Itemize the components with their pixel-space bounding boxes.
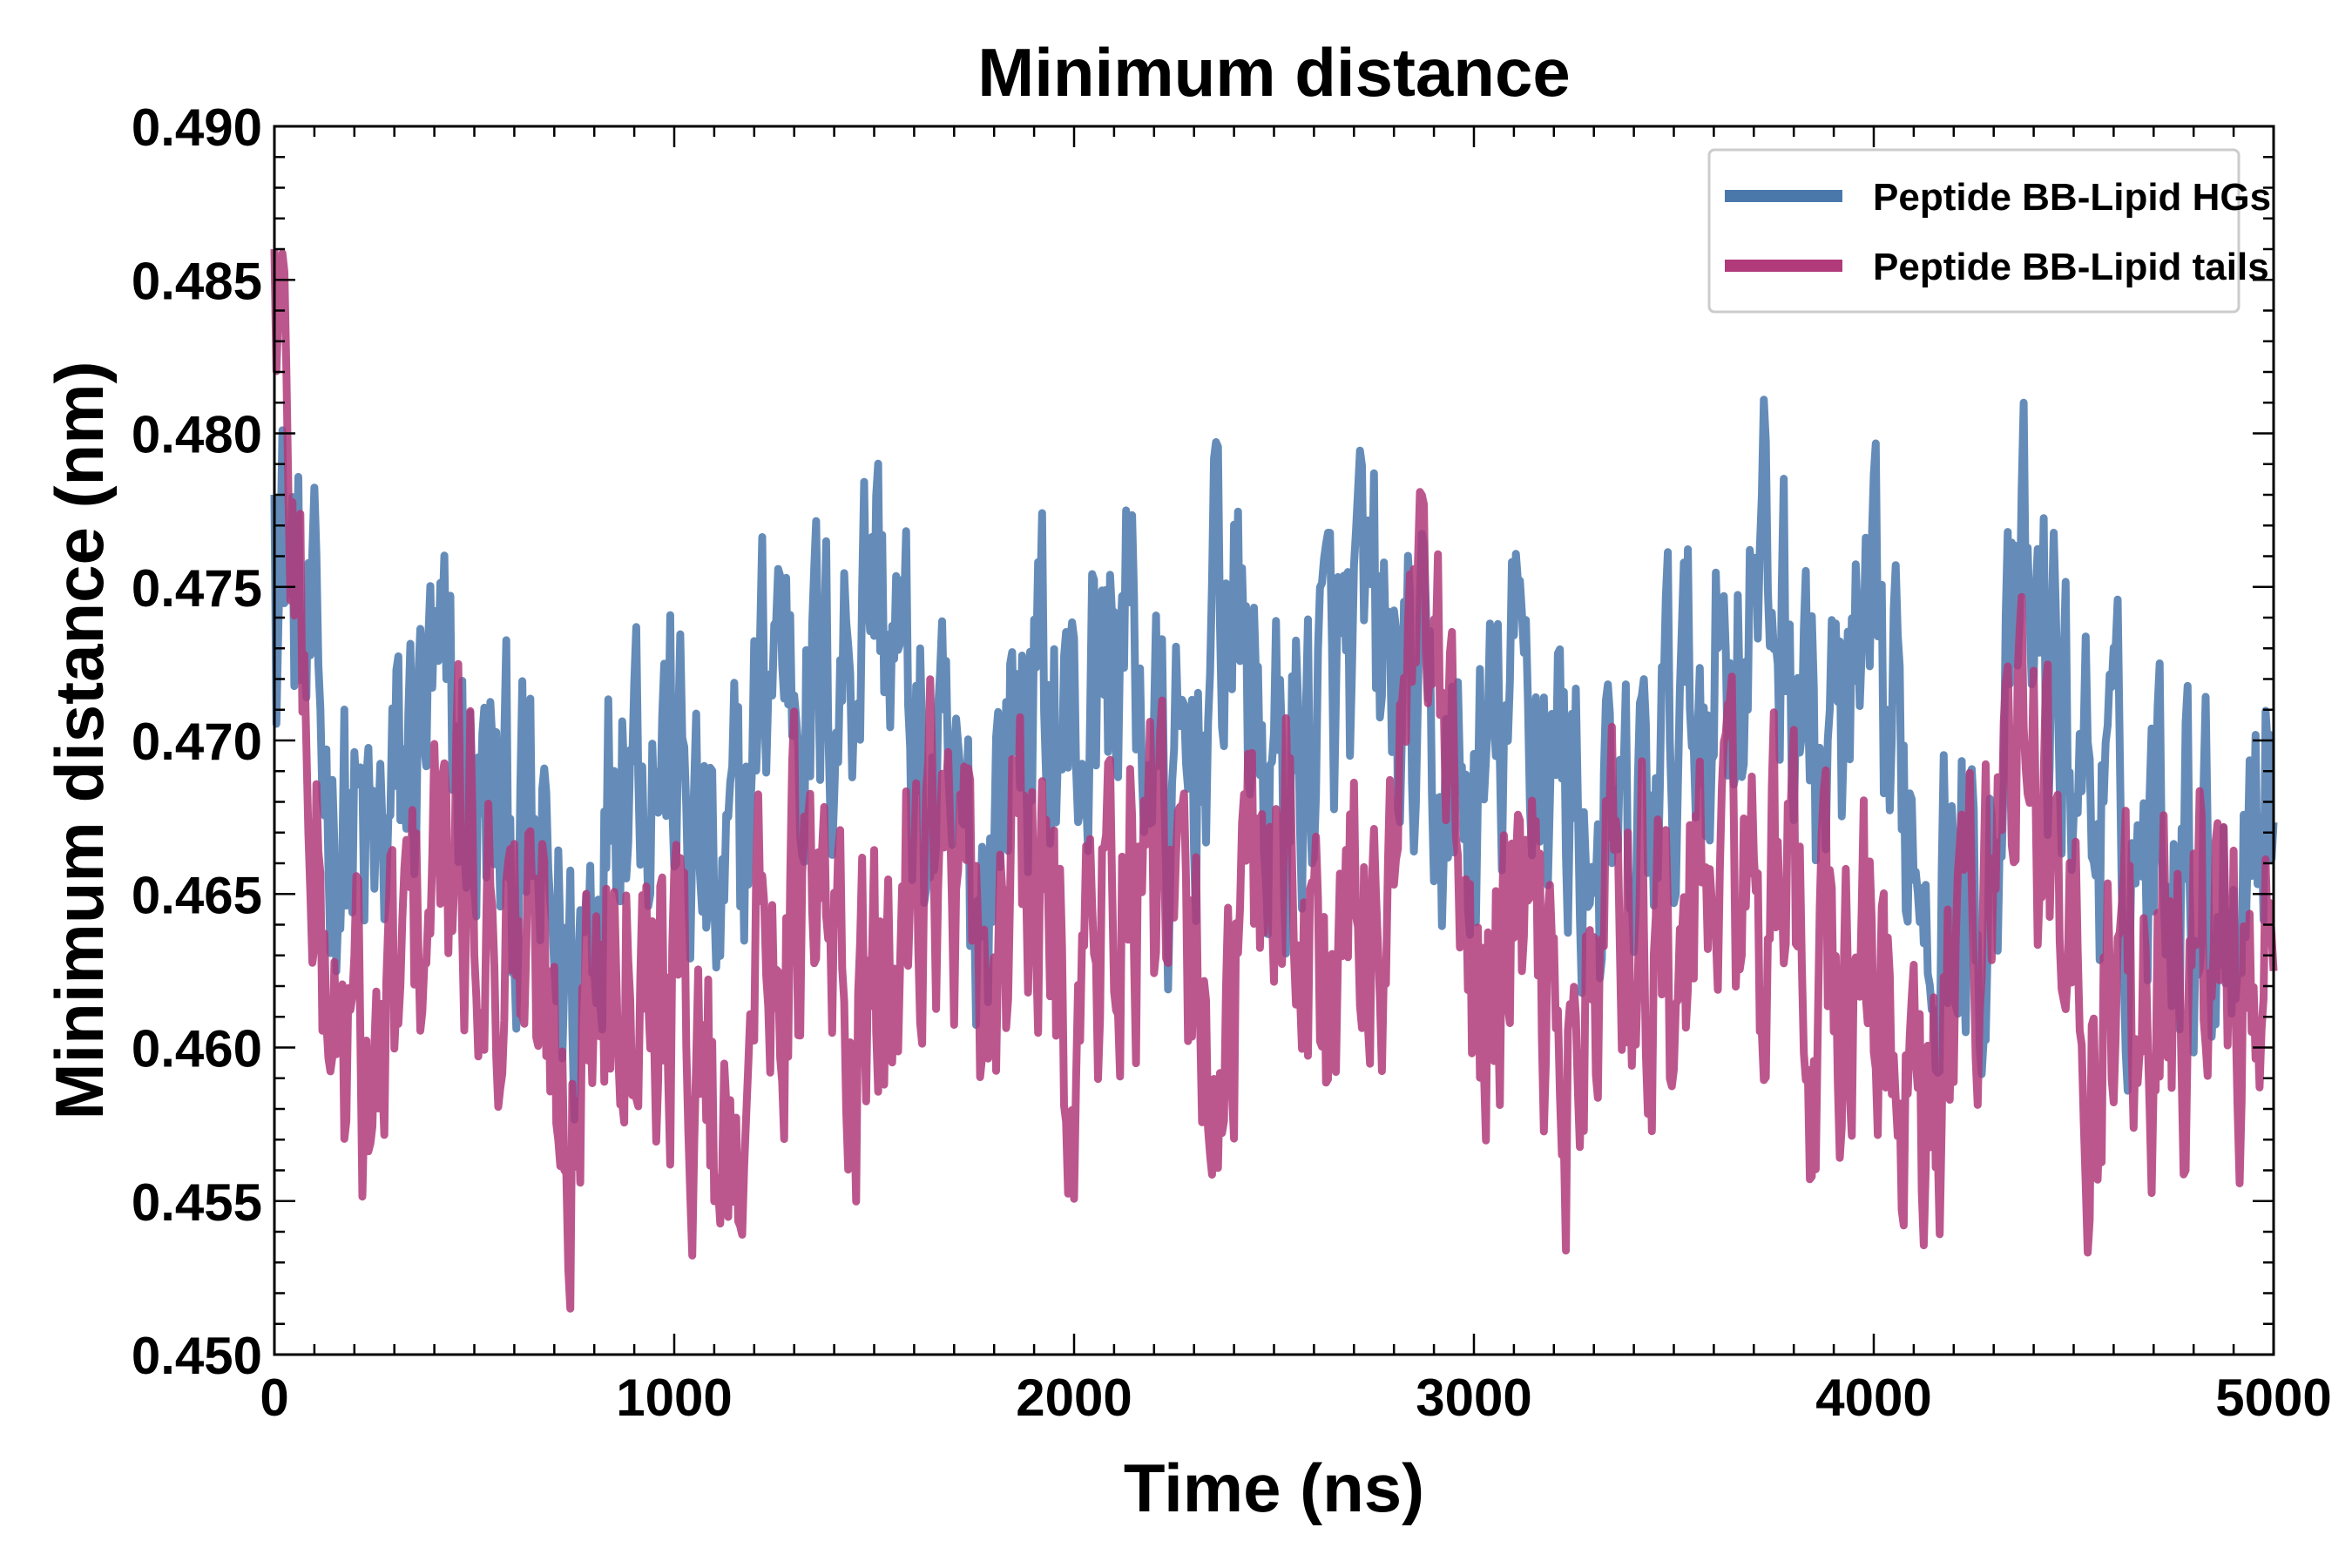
- series-layer: [270, 248, 2278, 1313]
- y-tick-label: 0.490: [132, 98, 262, 157]
- y-axis-label: Minimum distance (nm): [41, 361, 118, 1119]
- x-axis-label: Time (ns): [1124, 1450, 1424, 1526]
- legend: Peptide BB-Lipid HGs Peptide BB-Lipid ta…: [1707, 148, 2271, 314]
- y-tick-label: 0.465: [132, 866, 262, 924]
- y-tick-label: 0.450: [132, 1327, 262, 1385]
- y-tick-label: 0.480: [132, 406, 262, 464]
- tick-layer: 0 1000 2000 3000 4000 5000 0.450 0.455 0.460 0.46…: [132, 98, 2332, 1427]
- x-tick-label: 2000: [1016, 1369, 1132, 1427]
- y-tick-label: 0.475: [132, 559, 262, 618]
- legend-label-tails: Peptide BB-Lipid tails: [1873, 246, 2269, 288]
- x-tick-label: 1000: [616, 1369, 732, 1427]
- y-tick-label: 0.485: [132, 252, 262, 310]
- y-tick-label: 0.460: [132, 1020, 262, 1078]
- y-tick-label: 0.455: [132, 1173, 262, 1232]
- x-tick-label: 4000: [1815, 1369, 1931, 1427]
- x-tick-label: 3000: [1416, 1369, 1531, 1427]
- y-tick-label: 0.470: [132, 713, 262, 771]
- legend-label-hgs: Peptide BB-Lipid HGs: [1873, 176, 2271, 219]
- x-tick-label: 5000: [2215, 1369, 2331, 1427]
- x-tick-label: 0: [260, 1369, 288, 1427]
- series-line-1: [270, 248, 2278, 1313]
- chart-title: Minimum distance: [977, 34, 1570, 111]
